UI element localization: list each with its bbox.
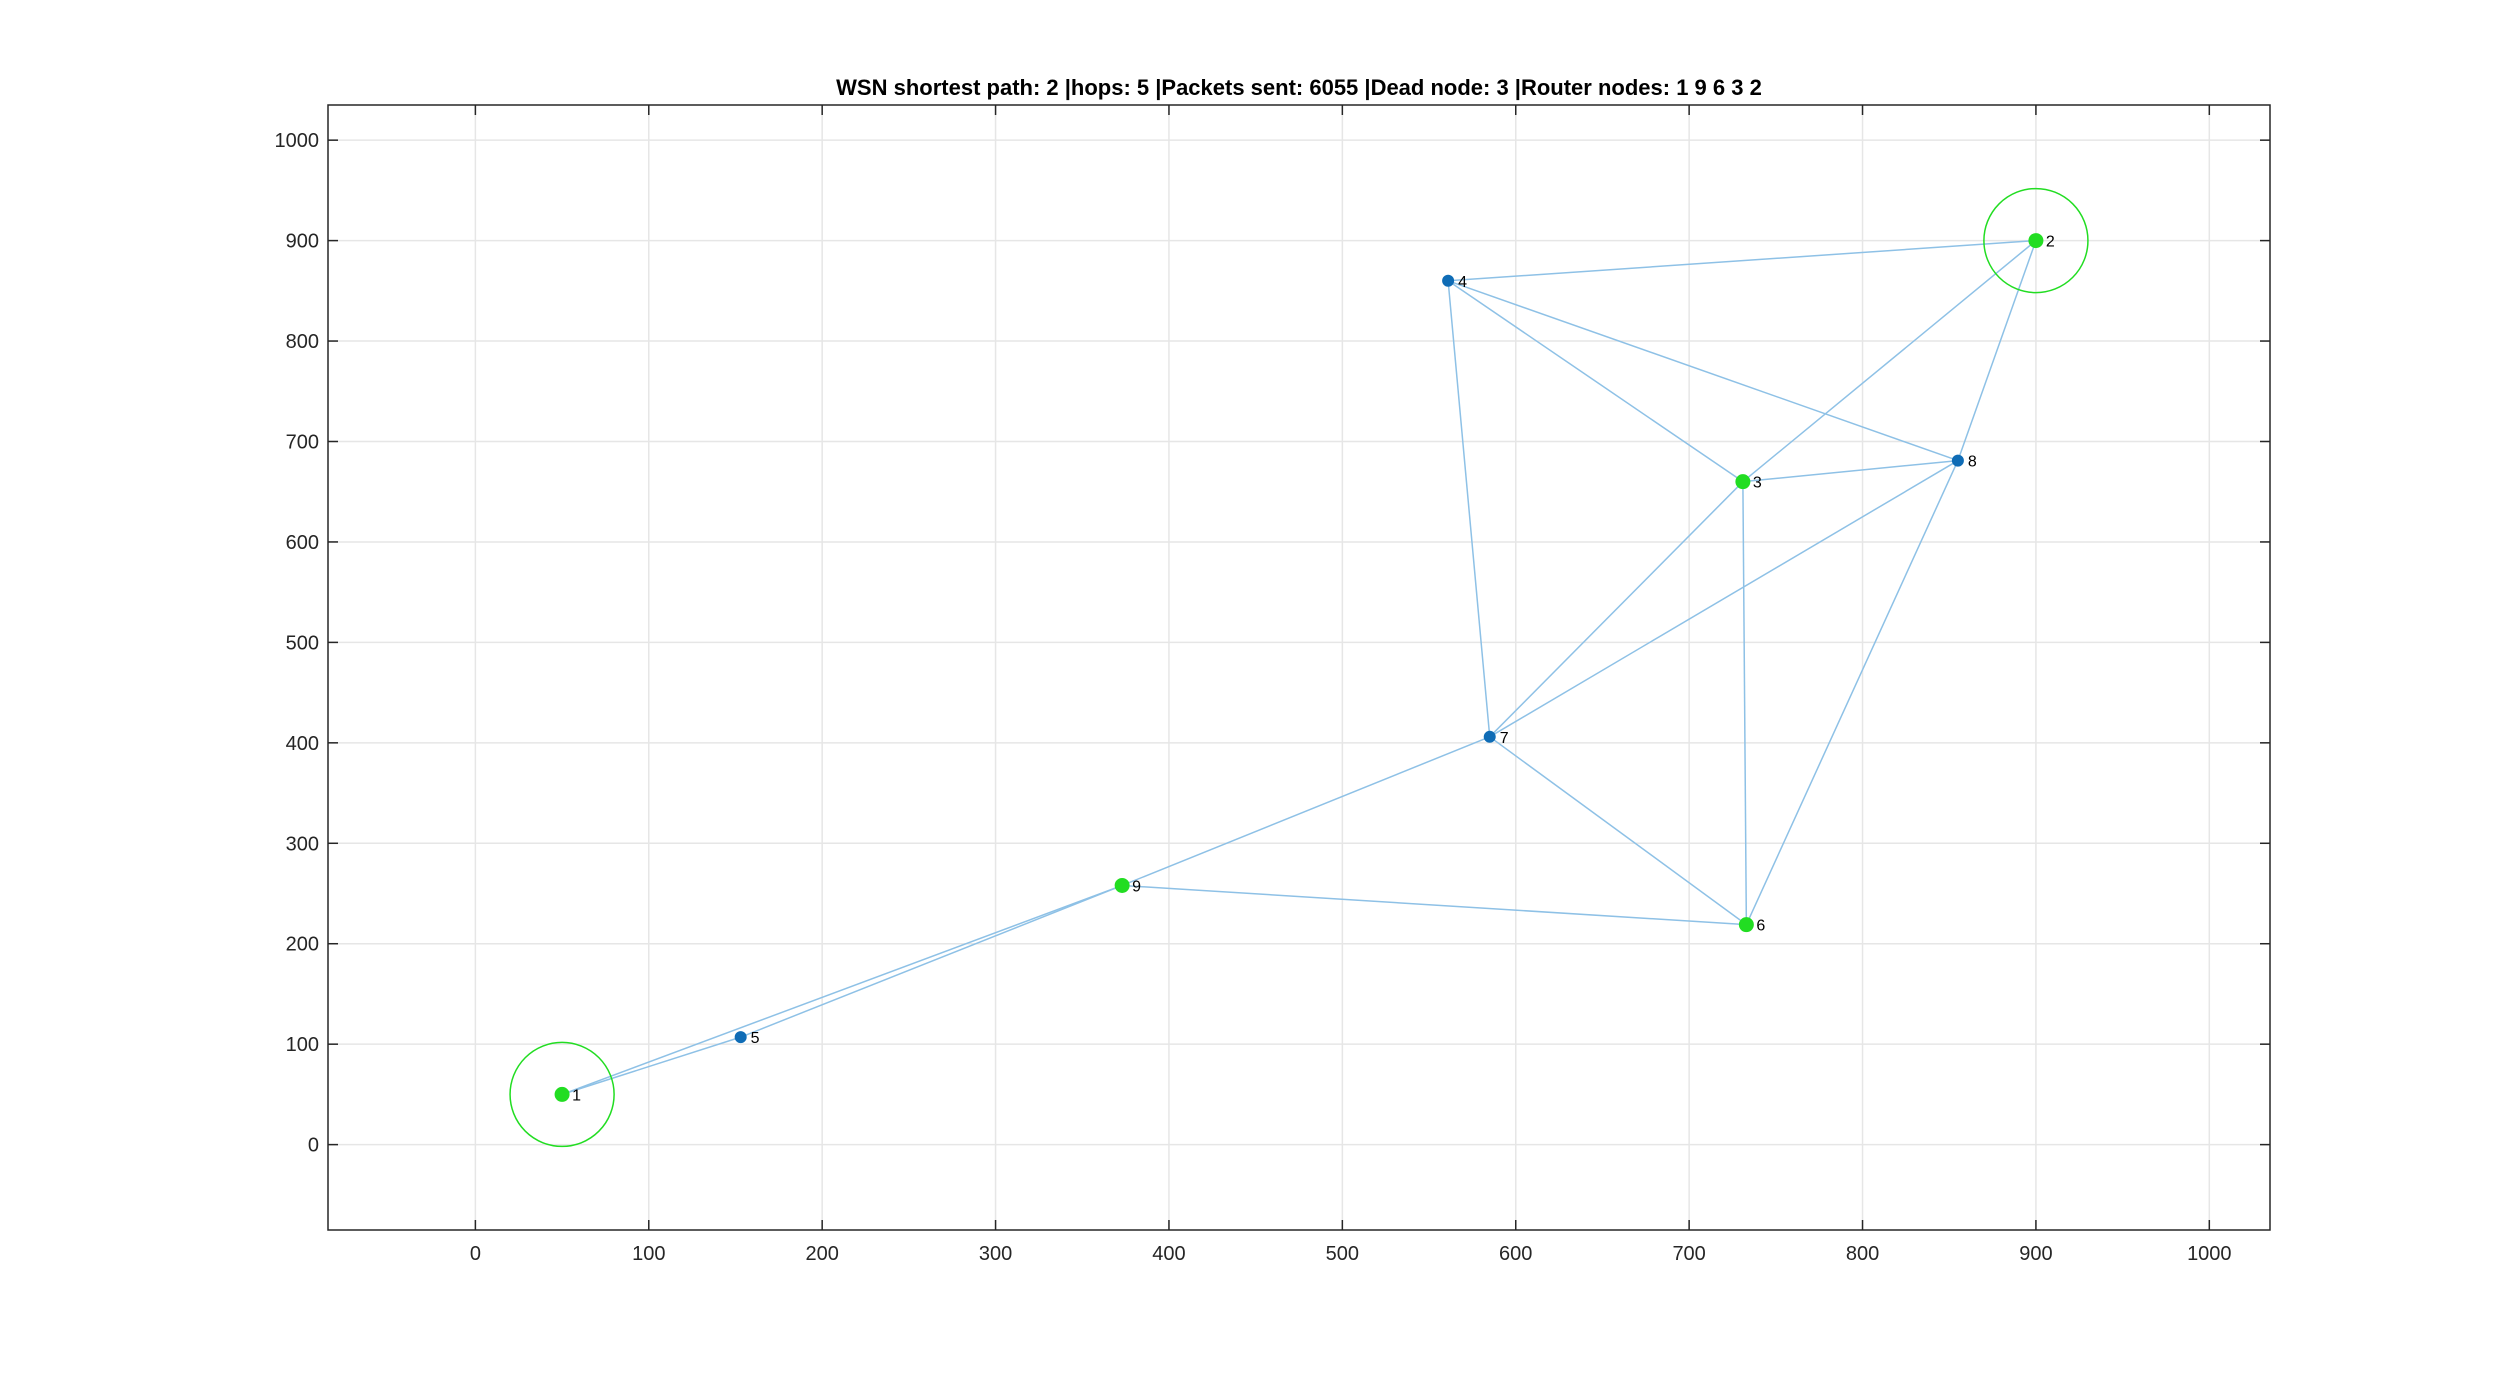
node-9-point xyxy=(1114,877,1130,893)
node-5-label: 5 xyxy=(751,1030,760,1047)
x-tick-label: 700 xyxy=(1672,1243,1705,1265)
node-4-point xyxy=(1442,274,1455,287)
edge-1-9 xyxy=(561,884,1123,1096)
y-tick-label: 0 xyxy=(308,1135,319,1157)
x-tick-label: 0 xyxy=(470,1243,481,1265)
axes-box xyxy=(327,104,2271,1231)
node-7-point xyxy=(1483,730,1496,743)
node-3-point xyxy=(1735,474,1751,490)
axes-background xyxy=(328,105,2270,1230)
node-4-label: 4 xyxy=(1458,274,1467,291)
node-5-point xyxy=(734,1031,747,1044)
y-tick-label: 700 xyxy=(286,431,319,453)
edge-5-9 xyxy=(740,884,1123,1038)
x-tick-label: 900 xyxy=(2019,1243,2052,1265)
x-tick-label: 500 xyxy=(1326,1243,1359,1265)
edge-3-4 xyxy=(1447,280,1744,483)
edge-4-2 xyxy=(1448,239,2036,282)
x-tick-label: 400 xyxy=(1152,1243,1185,1265)
edge-9-6 xyxy=(1122,884,1747,926)
axis-ticks: 0 100 200 300 400 500 600 700 800 900 1000 0 100 200 3… xyxy=(275,105,2270,1265)
y-tick-label: 300 xyxy=(286,833,319,855)
node-7-label: 7 xyxy=(1500,730,1509,747)
edge-8-2 xyxy=(1957,240,2037,461)
nodes: 1 2 3 4 5 6 7 8 9 xyxy=(554,233,2055,1104)
range-circle-node-1 xyxy=(509,1041,615,1148)
node-1-label: 1 xyxy=(572,1087,581,1104)
x-tick-label: 100 xyxy=(632,1243,665,1265)
node-8-label: 8 xyxy=(1968,454,1977,471)
edge-4-8 xyxy=(1447,280,1959,462)
edge-3-2 xyxy=(1742,240,2037,483)
x-tick-label: 300 xyxy=(979,1243,1012,1265)
edge-3-6 xyxy=(1742,481,1748,925)
range-circles xyxy=(509,187,2089,1148)
node-9-label: 9 xyxy=(1132,878,1141,895)
y-tick-label: 800 xyxy=(286,331,319,353)
y-tick-label: 600 xyxy=(286,532,319,554)
y-tick-label: 200 xyxy=(286,934,319,956)
x-tick-label: 200 xyxy=(805,1243,838,1265)
edge-6-8 xyxy=(1745,460,1959,925)
edge-7-8 xyxy=(1489,459,1959,738)
node-1-point xyxy=(554,1086,570,1102)
edge-7-4 xyxy=(1447,280,1491,737)
edge-7-3 xyxy=(1489,481,1744,738)
range-circle-node-2 xyxy=(1983,187,2089,294)
node-8-point xyxy=(1951,454,1964,467)
node-2-point xyxy=(2028,233,2044,249)
node-6-point xyxy=(1738,917,1754,933)
x-tick-label: 800 xyxy=(1846,1243,1879,1265)
x-tick-label: 1000 xyxy=(2187,1243,2232,1265)
node-3-label: 3 xyxy=(1753,475,1762,492)
y-tick-label: 100 xyxy=(286,1034,319,1056)
edges xyxy=(561,239,2037,1096)
edge-1-5 xyxy=(561,1036,741,1096)
y-tick-label: 1000 xyxy=(275,130,320,152)
chart-title: WSN shortest path: 2 |hops: 5 |Packets s… xyxy=(836,75,1762,100)
edge-9-7 xyxy=(1121,736,1491,887)
node-6-label: 6 xyxy=(1756,918,1765,935)
y-tick-label: 400 xyxy=(286,733,319,755)
grid xyxy=(328,105,2270,1230)
edge-7-6 xyxy=(1489,736,1747,926)
node-2-label: 2 xyxy=(2046,234,2055,251)
edge-3-8 xyxy=(1742,459,1958,483)
x-tick-label: 600 xyxy=(1499,1243,1532,1265)
y-tick-label: 900 xyxy=(286,231,319,253)
y-tick-label: 500 xyxy=(286,632,319,654)
